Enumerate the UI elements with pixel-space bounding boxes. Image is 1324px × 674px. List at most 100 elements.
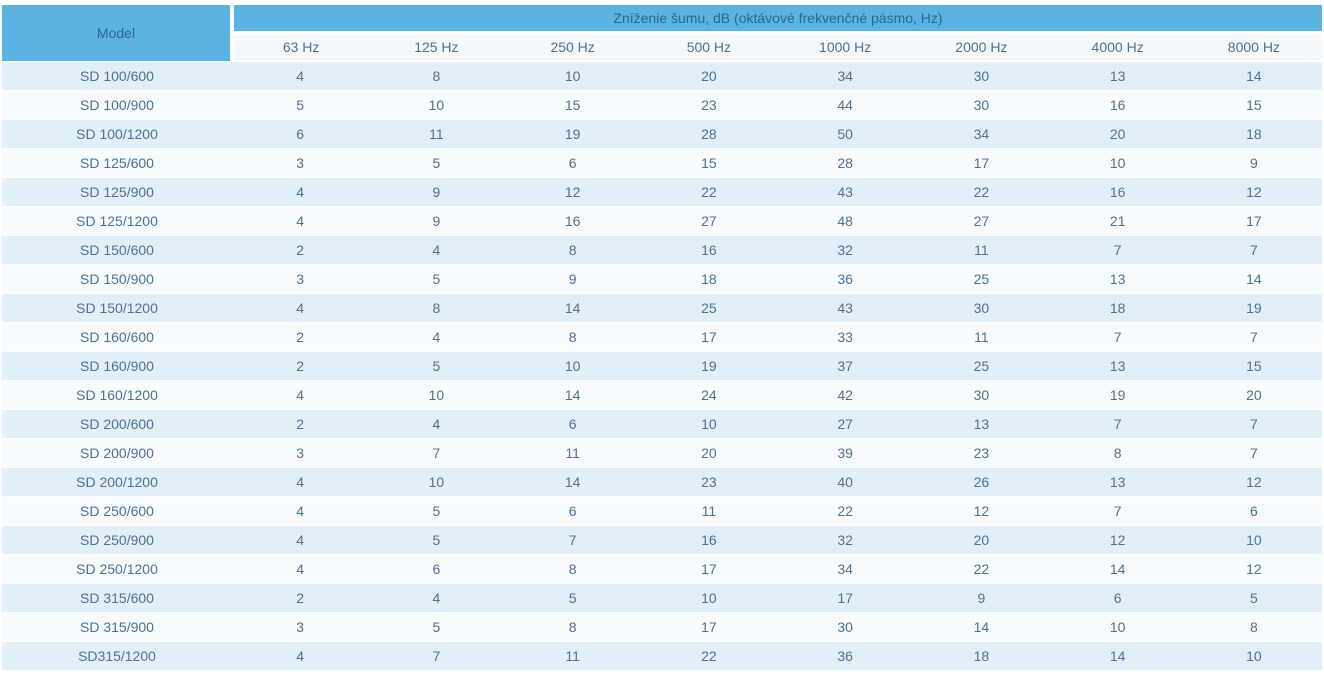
table-row: SD 250/1200 4 6 8 17 34 22 14 12 <box>2 554 1322 583</box>
value-cell: 12 <box>1246 473 1262 490</box>
value-cell: 14 <box>564 473 581 490</box>
value-cell: 15 <box>564 96 581 113</box>
value-cell: 6 <box>568 502 577 519</box>
value-cell: 4 <box>296 502 305 519</box>
value-cell: 6 <box>296 125 305 142</box>
value-cell: 3 <box>296 618 305 635</box>
value-cell: 4 <box>296 67 305 84</box>
value-cell: 3 <box>296 444 305 461</box>
value-cell: 23 <box>701 96 717 113</box>
value-cell: 28 <box>701 125 717 142</box>
value-cell: 5 <box>432 154 441 171</box>
value-cell: 7 <box>1249 241 1258 258</box>
value-cell: 10 <box>564 67 581 84</box>
value-cell: 22 <box>701 183 717 200</box>
value-cell: 34 <box>837 67 853 84</box>
value-cell: 12 <box>1246 183 1262 200</box>
value-cell: 12 <box>1109 531 1126 548</box>
value-cell: 11 <box>974 328 989 345</box>
value-cell: 4 <box>296 386 305 403</box>
model-cell: SD 200/900 <box>80 444 154 461</box>
value-cell: 18 <box>1246 125 1262 142</box>
table-row: SD 250/600 4 5 6 11 22 12 7 6 <box>2 496 1322 525</box>
table-row: SD 150/900 3 5 9 18 36 25 13 14 <box>2 264 1322 293</box>
value-cell: 37 <box>837 357 853 374</box>
table-body: SD 100/600 4 8 10 20 34 30 13 14 SD 100/900 5 10 15 2… <box>2 61 1322 670</box>
value-cell: 20 <box>973 531 990 548</box>
value-cell: 25 <box>973 270 990 287</box>
value-cell: 27 <box>973 212 990 229</box>
model-cell: SD 160/900 <box>80 357 154 374</box>
frequency-column-header: 4000 Hz <box>1049 32 1186 62</box>
frequency-column-header: 8000 Hz <box>1185 32 1322 62</box>
value-cell: 16 <box>1109 96 1126 113</box>
value-cell: 4 <box>432 415 441 432</box>
value-cell: 14 <box>564 386 581 403</box>
value-cell: 9 <box>977 589 986 606</box>
value-cell: 20 <box>1246 386 1262 403</box>
value-cell: 10 <box>701 589 717 606</box>
value-cell: 12 <box>564 183 581 200</box>
value-cell: 30 <box>973 299 990 316</box>
table-row: SD315/1200 4 7 11 22 36 18 14 10 <box>2 641 1322 670</box>
table-row: SD 315/900 3 5 8 17 30 14 10 8 <box>2 612 1322 641</box>
frequency-column-header: 500 Hz <box>640 32 777 62</box>
value-cell: 8 <box>432 299 441 316</box>
model-column-header: Model <box>2 5 234 61</box>
model-cell: SD 150/1200 <box>76 299 158 316</box>
value-cell: 4 <box>432 328 441 345</box>
value-cell: 3 <box>296 154 305 171</box>
value-cell: 12 <box>973 502 990 519</box>
model-cell: SD 125/900 <box>80 183 154 200</box>
value-cell: 33 <box>837 328 853 345</box>
value-cell: 4 <box>296 212 305 229</box>
value-cell: 34 <box>973 125 990 142</box>
value-cell: 15 <box>1246 357 1262 374</box>
value-cell: 11 <box>565 444 580 461</box>
table-row: SD 160/600 2 4 8 17 33 11 7 7 <box>2 322 1322 351</box>
model-cell: SD 200/600 <box>80 415 154 432</box>
value-cell: 7 <box>1249 444 1258 461</box>
value-cell: 17 <box>973 154 990 171</box>
value-cell: 10 <box>1246 531 1262 548</box>
table-row: SD 150/1200 4 8 14 25 43 30 18 19 <box>2 293 1322 322</box>
value-cell: 23 <box>973 444 990 461</box>
value-cell: 10 <box>428 386 445 403</box>
value-cell: 27 <box>701 212 717 229</box>
value-cell: 7 <box>568 531 577 548</box>
model-cell: SD 250/600 <box>80 502 154 519</box>
value-cell: 4 <box>296 560 305 577</box>
model-cell: SD 315/900 <box>80 618 154 635</box>
value-cell: 10 <box>1109 618 1126 635</box>
value-cell: 18 <box>1109 299 1126 316</box>
table-row: SD 200/1200 4 10 14 23 40 26 13 12 <box>2 467 1322 496</box>
value-cell: 48 <box>837 212 853 229</box>
value-cell: 13 <box>1109 473 1126 490</box>
value-cell: 30 <box>973 67 990 84</box>
value-cell: 32 <box>837 531 853 548</box>
value-cell: 7 <box>1113 502 1122 519</box>
model-cell: SD 100/600 <box>80 67 154 84</box>
model-cell: SD 315/600 <box>80 589 154 606</box>
value-cell: 17 <box>837 589 853 606</box>
model-cell: SD 100/1200 <box>76 125 158 142</box>
value-cell: 5 <box>432 357 441 374</box>
value-cell: 30 <box>837 618 853 635</box>
value-cell: 11 <box>565 647 580 664</box>
value-cell: 6 <box>568 154 577 171</box>
value-cell: 11 <box>429 125 444 142</box>
value-cell: 7 <box>1249 415 1258 432</box>
value-cell: 30 <box>973 96 990 113</box>
value-cell: 7 <box>1113 241 1122 258</box>
value-cell: 12 <box>1246 560 1262 577</box>
value-cell: 10 <box>564 357 581 374</box>
value-cell: 4 <box>432 241 441 258</box>
value-cell: 7 <box>1113 328 1122 345</box>
table-row: SD 200/900 3 7 11 20 39 23 8 7 <box>2 438 1322 467</box>
value-cell: 8 <box>568 618 577 635</box>
frequency-column-header: 2000 Hz <box>913 32 1050 62</box>
group-header-row: Model Zníženie šumu, dB (oktávové frekve… <box>2 5 1322 61</box>
table-row: SD 125/1200 4 9 16 27 48 27 21 17 <box>2 206 1322 235</box>
value-cell: 16 <box>701 241 717 258</box>
value-cell: 5 <box>432 270 441 287</box>
